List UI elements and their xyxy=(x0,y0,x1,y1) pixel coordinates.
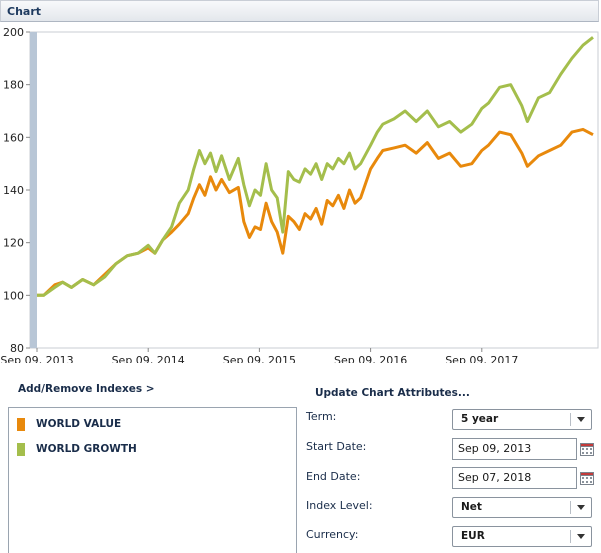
index-legend: WORLD VALUE WORLD GROWTH xyxy=(8,407,297,553)
index-level-select[interactable]: Net xyxy=(452,497,592,518)
y-tick-label: 140 xyxy=(3,184,24,197)
y-tick-label: 160 xyxy=(3,131,24,144)
term-label: Term: xyxy=(306,410,337,423)
y-tick-label: 80 xyxy=(10,342,24,355)
currency-value: EUR xyxy=(461,530,485,542)
legend-label: WORLD VALUE xyxy=(36,418,122,430)
term-value: 5 year xyxy=(461,413,499,425)
plot-area xyxy=(29,31,599,349)
legend-label: WORLD GROWTH xyxy=(36,443,137,455)
index-level-label: Index Level: xyxy=(306,499,373,512)
chevron-down-icon xyxy=(577,417,585,422)
chart-area: 80 100 120 140 160 180 200 Sep 09, 2013 Sep 09, … xyxy=(0,23,601,367)
y-tick-label: 120 xyxy=(3,237,24,250)
range-selector-handle xyxy=(30,32,37,348)
select-divider xyxy=(570,530,571,543)
index-level-value: Net xyxy=(461,501,482,513)
y-tick-label: 180 xyxy=(3,79,24,92)
select-divider xyxy=(570,413,571,426)
x-tick-label: Sep 09, 2017 xyxy=(445,354,518,363)
y-tick-label: 100 xyxy=(3,289,24,302)
chart-panel-header: Chart xyxy=(0,0,599,22)
currency-select[interactable]: EUR xyxy=(452,526,592,547)
calendar-icon[interactable] xyxy=(580,471,594,485)
world-growth-swatch xyxy=(17,442,25,456)
start-date-input[interactable]: Sep 09, 2013 xyxy=(452,438,577,460)
currency-label: Currency: xyxy=(306,528,359,541)
world-value-swatch xyxy=(17,417,25,431)
calendar-icon[interactable] xyxy=(580,442,594,456)
x-tick-label: Sep 09, 2016 xyxy=(334,354,407,363)
legend-item-world-value[interactable]: WORLD VALUE xyxy=(17,417,121,431)
end-date-label: End Date: xyxy=(306,470,361,483)
add-remove-indexes-link[interactable]: Add/Remove Indexes > xyxy=(18,383,155,395)
legend-item-world-growth[interactable]: WORLD GROWTH xyxy=(17,442,137,456)
chart-panel-title: Chart xyxy=(7,5,42,18)
chevron-down-icon xyxy=(577,505,585,510)
series-line-world-growth xyxy=(37,36,594,297)
x-tick-label: Sep 09, 2015 xyxy=(223,354,296,363)
x-tick-label: Sep 09, 2013 xyxy=(0,354,73,363)
chevron-down-icon xyxy=(577,534,585,539)
y-tick-label: 200 xyxy=(3,26,24,39)
line-chart: 80 100 120 140 160 180 200 Sep 09, 2013 Sep 09, … xyxy=(0,26,599,367)
select-divider xyxy=(570,501,571,514)
x-tick-label: Sep 09, 2014 xyxy=(112,354,185,363)
start-date-label: Start Date: xyxy=(306,440,367,453)
term-select[interactable]: 5 year xyxy=(452,409,592,430)
update-chart-attributes-title: Update Chart Attributes... xyxy=(315,387,470,399)
end-date-input[interactable]: Sep 07, 2018 xyxy=(452,467,577,489)
